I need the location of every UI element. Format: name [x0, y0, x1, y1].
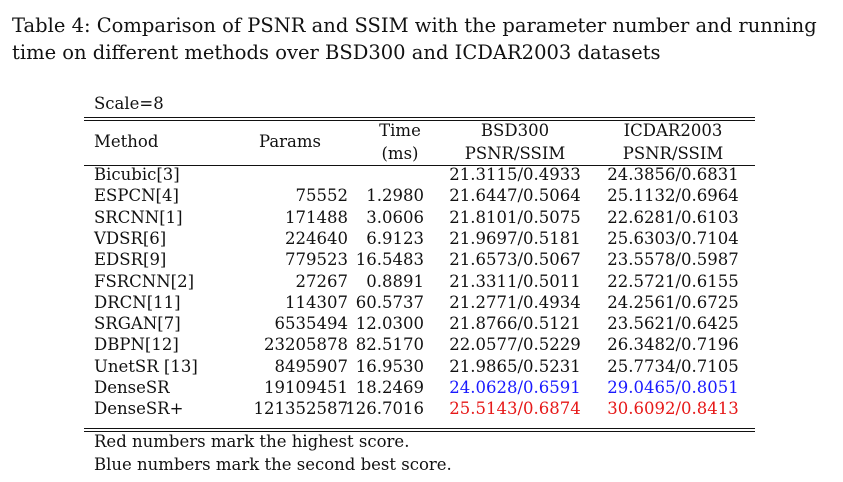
- cell-bsd300: 21.9865/0.5231: [449, 356, 581, 376]
- cell-params: 114307: [285, 292, 348, 312]
- cell-method: VDSR[6]: [94, 228, 167, 248]
- cell-method: DenseSR: [94, 378, 170, 397]
- cell-time: 82.5170: [355, 335, 424, 355]
- header-time-line1: Time: [379, 121, 421, 140]
- cell-bsd300: 24.0628/0.6591: [449, 378, 581, 397]
- cell-method: FSRCNN[2]: [94, 271, 195, 291]
- cell-icdar2003: 29.0465/0.8051: [607, 378, 739, 397]
- cell-params: 224640: [285, 228, 348, 248]
- footnote-blue: Blue numbers mark the second best score.: [94, 455, 452, 474]
- cell-icdar2003: 23.5578/0.5987: [607, 250, 739, 270]
- cell-time: 3.0606: [366, 207, 424, 227]
- cell-bsd300: 21.3311/0.5011: [449, 271, 581, 291]
- bottom-rule: [84, 428, 755, 429]
- cell-params: 779523: [285, 250, 348, 270]
- cell-method: DBPN[12]: [94, 335, 179, 355]
- top-rule-second: [84, 120, 755, 121]
- header-bsd-line2: PSNR/SSIM: [464, 144, 566, 163]
- cell-icdar2003: 30.6092/0.8413: [607, 399, 739, 419]
- cell-bsd300: 21.8766/0.5121: [449, 314, 581, 334]
- cell-bsd300: 22.0577/0.5229: [449, 335, 581, 355]
- cell-method: Bicubic[3]: [94, 165, 180, 184]
- cell-params: 8495907: [274, 356, 349, 376]
- cell-icdar2003: 24.2561/0.6725: [607, 292, 739, 312]
- cell-method: EDSR[9]: [94, 250, 167, 270]
- cell-method: DRCN[11]: [94, 292, 181, 312]
- cell-bsd300: 25.5143/0.6874: [449, 399, 581, 419]
- cell-params: 121352587: [253, 399, 348, 419]
- cell-icdar2003: 25.1132/0.6964: [607, 186, 739, 206]
- header-bsd-line1: BSD300: [480, 121, 550, 140]
- cell-params: 171488: [285, 207, 348, 227]
- cell-params: 75552: [295, 186, 349, 206]
- cell-method: UnetSR [13]: [94, 356, 198, 376]
- cell-method: ESPCN[4]: [94, 186, 179, 206]
- footnote-red: Red numbers mark the highest score.: [94, 432, 410, 451]
- cell-time: 126.7016: [345, 399, 424, 419]
- header-method: Method: [94, 132, 159, 151]
- cell-params: 23205878: [264, 335, 348, 355]
- header-icdar-line1: ICDAR2003: [623, 121, 723, 140]
- cell-icdar2003: 26.3482/0.7196: [607, 335, 739, 355]
- top-rule: [84, 117, 755, 118]
- cell-icdar2003: 22.5721/0.6155: [607, 271, 739, 291]
- scale-label: Scale=8: [94, 94, 164, 113]
- cell-params: 6535494: [274, 314, 349, 334]
- cell-time: 60.5737: [355, 292, 424, 312]
- header-icdar-line2: PSNR/SSIM: [622, 144, 724, 163]
- header-time-line2: (ms): [381, 144, 419, 163]
- cell-method: SRGAN[7]: [94, 314, 181, 334]
- cell-time: 16.5483: [355, 250, 424, 270]
- bottom-rule-second: [84, 431, 755, 432]
- table-caption: Table 4: Comparison of PSNR and SSIM wit…: [12, 14, 817, 64]
- cell-bsd300: 21.8101/0.5075: [449, 207, 581, 227]
- cell-time: 18.2469: [355, 378, 424, 397]
- cell-icdar2003: 25.7734/0.7105: [607, 356, 739, 376]
- cell-params: 19109451: [264, 378, 348, 397]
- cell-bsd300: 21.9697/0.5181: [449, 228, 581, 248]
- cell-time: 0.8891: [366, 271, 424, 291]
- cell-time: 16.9530: [355, 356, 424, 376]
- cell-time: 1.2980: [366, 186, 424, 206]
- cell-icdar2003: 24.3856/0.6831: [607, 165, 739, 184]
- cell-method: DenseSR+: [94, 399, 184, 419]
- cell-method: SRCNN[1]: [94, 207, 183, 227]
- cell-icdar2003: 25.6303/0.7104: [607, 228, 739, 248]
- cell-icdar2003: 22.6281/0.6103: [607, 207, 739, 227]
- cell-time: 12.0300: [355, 314, 424, 334]
- cell-icdar2003: 23.5621/0.6425: [607, 314, 739, 334]
- cell-bsd300: 21.3115/0.4933: [449, 165, 581, 184]
- cell-bsd300: 21.2771/0.4934: [449, 292, 581, 312]
- cell-bsd300: 21.6573/0.5067: [449, 250, 581, 270]
- cell-bsd300: 21.6447/0.5064: [449, 186, 581, 206]
- header-rule: [84, 165, 755, 166]
- cell-time: 6.9123: [366, 228, 424, 248]
- header-params: Params: [258, 132, 322, 151]
- cell-params: 27267: [295, 271, 349, 291]
